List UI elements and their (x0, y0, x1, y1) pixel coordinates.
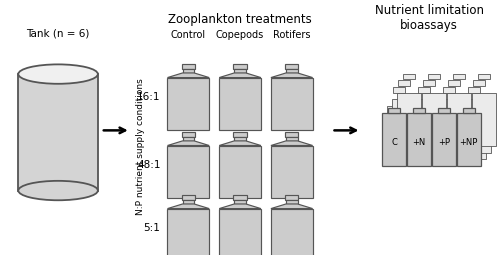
Text: N:P nutrient supply conditions: N:P nutrient supply conditions (136, 79, 145, 215)
Bar (478, 74, 490, 79)
Bar (167, 209, 209, 256)
Text: Tank (n = 6): Tank (n = 6) (26, 28, 90, 38)
Bar (388, 108, 400, 113)
Polygon shape (219, 204, 261, 209)
Bar (407, 113, 431, 166)
Bar (233, 195, 247, 200)
Bar (398, 80, 410, 86)
Bar (271, 145, 313, 198)
Bar (413, 108, 425, 113)
Bar (447, 92, 471, 146)
Bar (432, 113, 456, 166)
Bar (418, 87, 430, 92)
Bar (285, 64, 298, 69)
Text: Control: Control (171, 30, 206, 40)
Bar (403, 74, 415, 79)
Bar (412, 106, 436, 159)
Bar (286, 200, 298, 204)
Bar (463, 108, 475, 113)
Bar (393, 87, 405, 92)
Bar (219, 145, 261, 198)
Bar (443, 87, 455, 92)
Bar (417, 99, 441, 153)
Bar (167, 145, 209, 198)
Text: 5:1: 5:1 (144, 223, 160, 233)
Text: Rotifers: Rotifers (273, 30, 310, 40)
Bar (438, 108, 450, 113)
Polygon shape (271, 204, 313, 209)
Bar (182, 132, 195, 137)
Bar (437, 106, 461, 159)
Bar (382, 113, 406, 166)
Bar (182, 195, 195, 200)
Bar (271, 78, 313, 130)
Bar (286, 69, 298, 73)
Bar (467, 99, 490, 153)
Text: +NP: +NP (460, 138, 478, 147)
Bar (233, 64, 247, 69)
Bar (468, 87, 480, 92)
Text: C: C (391, 138, 397, 147)
Bar (233, 132, 247, 137)
Text: +N: +N (412, 138, 426, 147)
Bar (453, 74, 465, 79)
Polygon shape (271, 73, 313, 78)
Polygon shape (219, 141, 261, 145)
Text: 48:1: 48:1 (137, 160, 160, 170)
Bar (442, 99, 466, 153)
Bar (285, 132, 298, 137)
Polygon shape (167, 204, 209, 209)
Bar (219, 78, 261, 130)
Bar (167, 78, 209, 130)
Bar (397, 92, 421, 146)
Text: 16:1: 16:1 (137, 92, 160, 102)
Bar (183, 200, 194, 204)
Ellipse shape (18, 64, 98, 84)
Bar (423, 80, 435, 86)
Bar (285, 195, 298, 200)
Bar (234, 137, 246, 141)
Bar (183, 69, 194, 73)
Polygon shape (219, 73, 261, 78)
Bar (462, 106, 486, 159)
Bar (219, 209, 261, 256)
Ellipse shape (18, 181, 98, 200)
Text: Nutrient limitation
bioassays: Nutrient limitation bioassays (375, 4, 483, 32)
Bar (182, 64, 195, 69)
Bar (234, 200, 246, 204)
Bar (387, 106, 411, 159)
Bar (457, 113, 481, 166)
Polygon shape (167, 141, 209, 145)
Bar (428, 74, 440, 79)
Text: +P: +P (438, 138, 450, 147)
Bar (422, 92, 446, 146)
Bar (271, 209, 313, 256)
Text: Copepods: Copepods (216, 30, 264, 40)
Bar (18, 74, 98, 190)
Polygon shape (271, 141, 313, 145)
Text: Zooplankton treatments: Zooplankton treatments (168, 13, 312, 26)
Bar (234, 69, 246, 73)
Bar (473, 80, 485, 86)
Bar (286, 137, 298, 141)
Bar (472, 92, 495, 146)
Bar (448, 80, 460, 86)
Polygon shape (167, 73, 209, 78)
Bar (392, 99, 416, 153)
Bar (183, 137, 194, 141)
